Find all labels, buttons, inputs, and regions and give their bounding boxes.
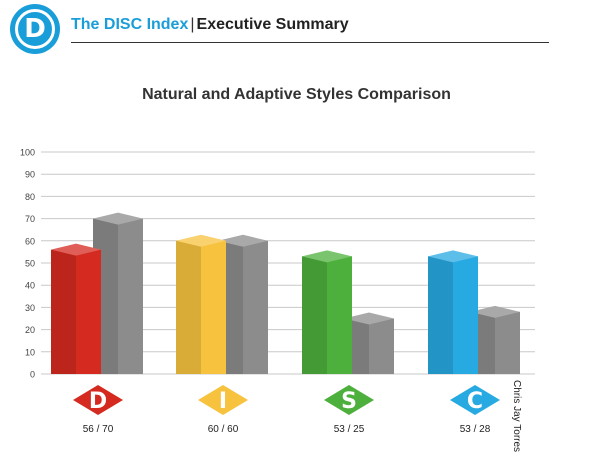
header-divider <box>71 42 549 43</box>
bar-face-left <box>51 249 76 374</box>
bar-natural-s <box>302 250 352 374</box>
category-score-label: 53 / 28 <box>460 424 491 435</box>
y-tick-label: 20 <box>25 325 35 335</box>
bar-face-right <box>453 256 478 374</box>
bar-face-right <box>369 318 394 374</box>
bar-face-right <box>327 256 352 374</box>
category-letter: D <box>89 389 107 414</box>
bar-natural-i <box>176 234 226 374</box>
bar-top <box>344 312 394 325</box>
category-score-label: 53 / 25 <box>334 424 365 435</box>
bar-face-left <box>428 256 453 374</box>
category-badges: D 56 / 70 I 60 / 60 S 53 / 25 C 53 / 28 <box>73 385 500 435</box>
header-brand: The DISC Index <box>71 16 189 33</box>
chart-title: Natural and Adaptive Styles Comparison <box>142 86 451 103</box>
y-tick-label: 100 <box>20 148 35 158</box>
category-badge-c <box>450 385 500 415</box>
category-letter: C <box>467 389 483 414</box>
chart-bars <box>51 212 520 374</box>
bar-face-right <box>76 249 101 374</box>
bar-top <box>93 212 143 225</box>
bar-top <box>470 305 520 318</box>
y-tick-label: 40 <box>25 281 35 291</box>
bar-top <box>218 234 268 247</box>
bar-natural-d <box>51 243 101 374</box>
y-tick-label: 60 <box>25 236 35 246</box>
header-subtitle: Executive Summary <box>196 16 349 33</box>
category-letter: S <box>341 389 357 414</box>
category-score-label: 60 / 60 <box>208 424 239 435</box>
bar-face-right <box>495 311 520 374</box>
category-letter: I <box>219 389 227 414</box>
bar-adaptive-c <box>470 305 520 374</box>
bar-top <box>176 234 226 247</box>
y-tick-label: 10 <box>25 347 35 357</box>
category-badge-d <box>73 385 123 415</box>
y-tick-label: 70 <box>25 214 35 224</box>
bar-natural-c <box>428 250 478 374</box>
y-tick-label: 80 <box>25 192 35 202</box>
bar-face-left <box>302 256 327 374</box>
y-tick-label: 50 <box>25 259 35 269</box>
bar-face-right <box>243 240 268 374</box>
bar-face-right <box>118 218 143 374</box>
header-separator: | <box>190 16 195 33</box>
bar-face-left <box>176 240 201 374</box>
logo-letter: D <box>15 9 55 49</box>
y-tick-label: 30 <box>25 303 35 313</box>
category-badge-s <box>324 385 374 415</box>
bar-top <box>428 250 478 263</box>
page-header: The DISC Index | Executive Summary <box>71 16 349 34</box>
y-tick-label: 0 <box>30 370 35 380</box>
respondent-name: Chris Jay Torres <box>511 380 522 453</box>
disc-logo: D <box>10 4 60 54</box>
y-tick-label: 90 <box>25 170 35 180</box>
bar-face-right <box>201 240 226 374</box>
category-badge-i <box>198 385 248 415</box>
bar-top <box>51 243 101 256</box>
category-score-label: 56 / 70 <box>83 424 114 435</box>
bar-top <box>302 250 352 263</box>
